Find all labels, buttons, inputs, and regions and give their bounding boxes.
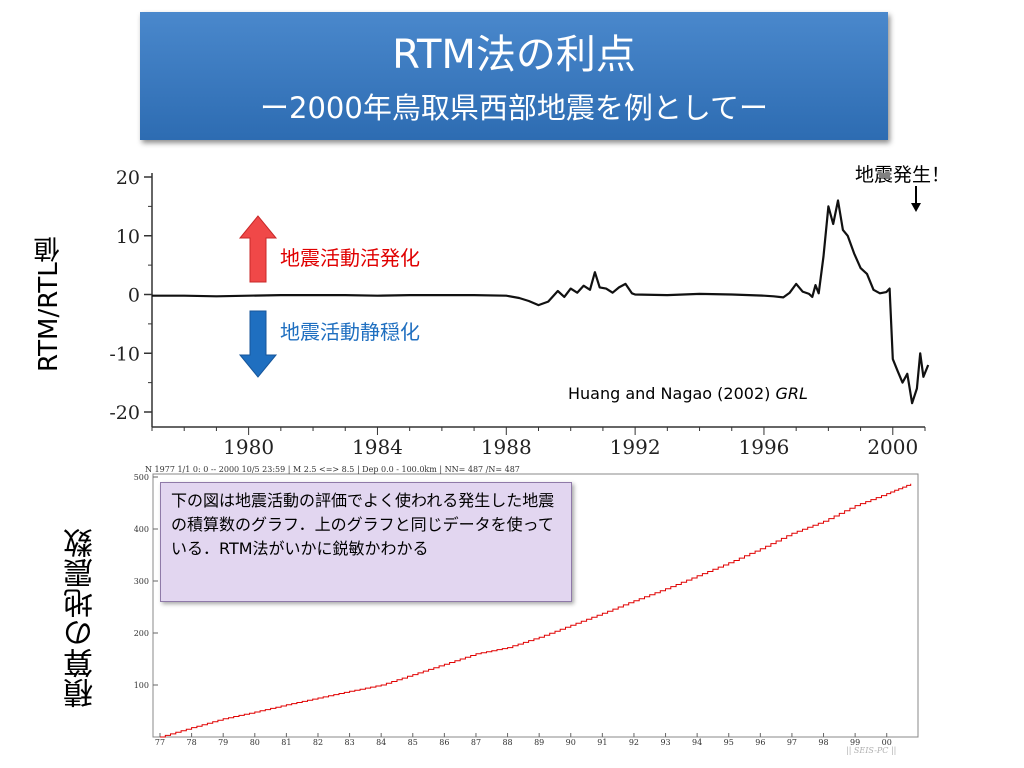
rtm-y-tick-label: 20: [116, 167, 140, 189]
cumulative-x-tick-label: 98: [818, 738, 828, 747]
software-watermark: || SEIS-PC ||: [846, 746, 897, 755]
earthquake-pointer-icon: [911, 186, 921, 212]
citation: Huang and Nagao (2002) GRL: [568, 384, 808, 403]
activation-label: 地震活動活発化: [280, 246, 420, 270]
cumulative-y-tick-label: 100: [134, 681, 149, 690]
page-subtitle: ー2000年鳥取県西部地震を例としてー: [260, 91, 768, 125]
cumulative-x-tick-label: 94: [692, 738, 702, 747]
title-banner: RTM法の利点 ー2000年鳥取県西部地震を例としてー: [140, 12, 888, 140]
citation-authors: Huang and Nagao (2002): [568, 384, 776, 403]
rtm-y-tick-label: 10: [116, 226, 140, 248]
citation-journal: GRL: [775, 384, 808, 403]
rtm-chart-plot-area: [152, 199, 930, 405]
cumulative-x-tick-label: 79: [218, 738, 228, 747]
cumulative-x-tick-label: 90: [566, 738, 576, 747]
cumulative-x-tick-label: 77: [155, 738, 165, 747]
rtm-y-tick-label: 0: [128, 285, 140, 307]
cumulative-x-tick-label: 89: [534, 738, 544, 747]
cumulative-x-tick-label: 87: [471, 738, 481, 747]
cumulative-x-tick-label: 96: [755, 738, 765, 747]
rtm-x-tick-label: 1996: [739, 435, 790, 459]
cumulative-series-line: [160, 483, 912, 738]
cumulative-chart-axes: 100 200 300 400 500 77 78 79 80 81 82 83 84 85 86 87 88 8…: [134, 473, 919, 747]
cumulative-y-tick-label: 300: [134, 577, 149, 586]
cumulative-x-tick-label: 81: [281, 738, 291, 747]
quiescence-label: 地震活動静穏化: [280, 320, 420, 344]
page-title: RTM法の利点: [392, 32, 636, 78]
cumulative-x-tick-label: 97: [787, 738, 797, 747]
cumulative-y-tick-label: 200: [134, 629, 149, 638]
explanation-note: 下の図は地震活動の評価でよく使われる発生した地震の積算数のグラフ．上のグラフと同…: [160, 482, 572, 602]
rtm-series-line: [152, 199, 930, 405]
rtm-y-tick-label: -10: [109, 343, 140, 365]
cumulative-x-tick-label: 95: [724, 738, 734, 747]
cumulative-x-tick-label: 92: [629, 738, 639, 747]
trend-arrows: [238, 186, 921, 378]
rtm-x-tick-label: 1988: [481, 435, 532, 459]
cumulative-x-tick-label: 80: [250, 738, 260, 747]
rtm-x-tick-label: 2000: [867, 435, 918, 459]
cumulative-x-tick-label: 99: [850, 738, 860, 747]
cumulative-x-tick-label: 00: [882, 738, 892, 747]
cumulative-y-tick-label: 400: [134, 525, 149, 534]
cumulative-x-tick-label: 85: [408, 738, 418, 747]
earthquake-occurrence-label: 地震発生！: [855, 164, 951, 186]
cumulative-x-tick-label: 88: [502, 738, 512, 747]
cumulative-chart-plot-area: [160, 483, 912, 738]
cumulative-y-tick-label: 500: [134, 473, 149, 482]
cumulative-x-tick-label: 83: [344, 738, 354, 747]
rtm-chart-axes: 20 10 0 -10 -20 1980 1984 1988 1992 1996 2000: [109, 167, 926, 459]
cumulative-x-tick-label: 84: [376, 738, 386, 747]
cumulative-x-tick-label: 78: [187, 738, 197, 747]
cumulative-x-tick-label: 91: [597, 738, 607, 747]
quiescence-arrow-icon: [238, 310, 278, 378]
cumulative-x-tick-label: 86: [439, 738, 449, 747]
rtm-x-tick-label: 1984: [352, 435, 403, 459]
rtm-x-tick-label: 1992: [610, 435, 661, 459]
rtm-x-tick-label: 1980: [223, 435, 274, 459]
cumulative-x-tick-label: 82: [313, 738, 323, 747]
rtm-y-tick-label: -20: [109, 402, 140, 424]
cumulative-x-tick-label: 93: [660, 738, 670, 747]
activation-arrow-icon: [238, 215, 278, 283]
cumulative-chart-frame: [152, 473, 919, 738]
cumulative-chart-header: N 1977 1/1 0: 0 -- 2000 10/5 23:59 | M 2…: [145, 465, 520, 474]
